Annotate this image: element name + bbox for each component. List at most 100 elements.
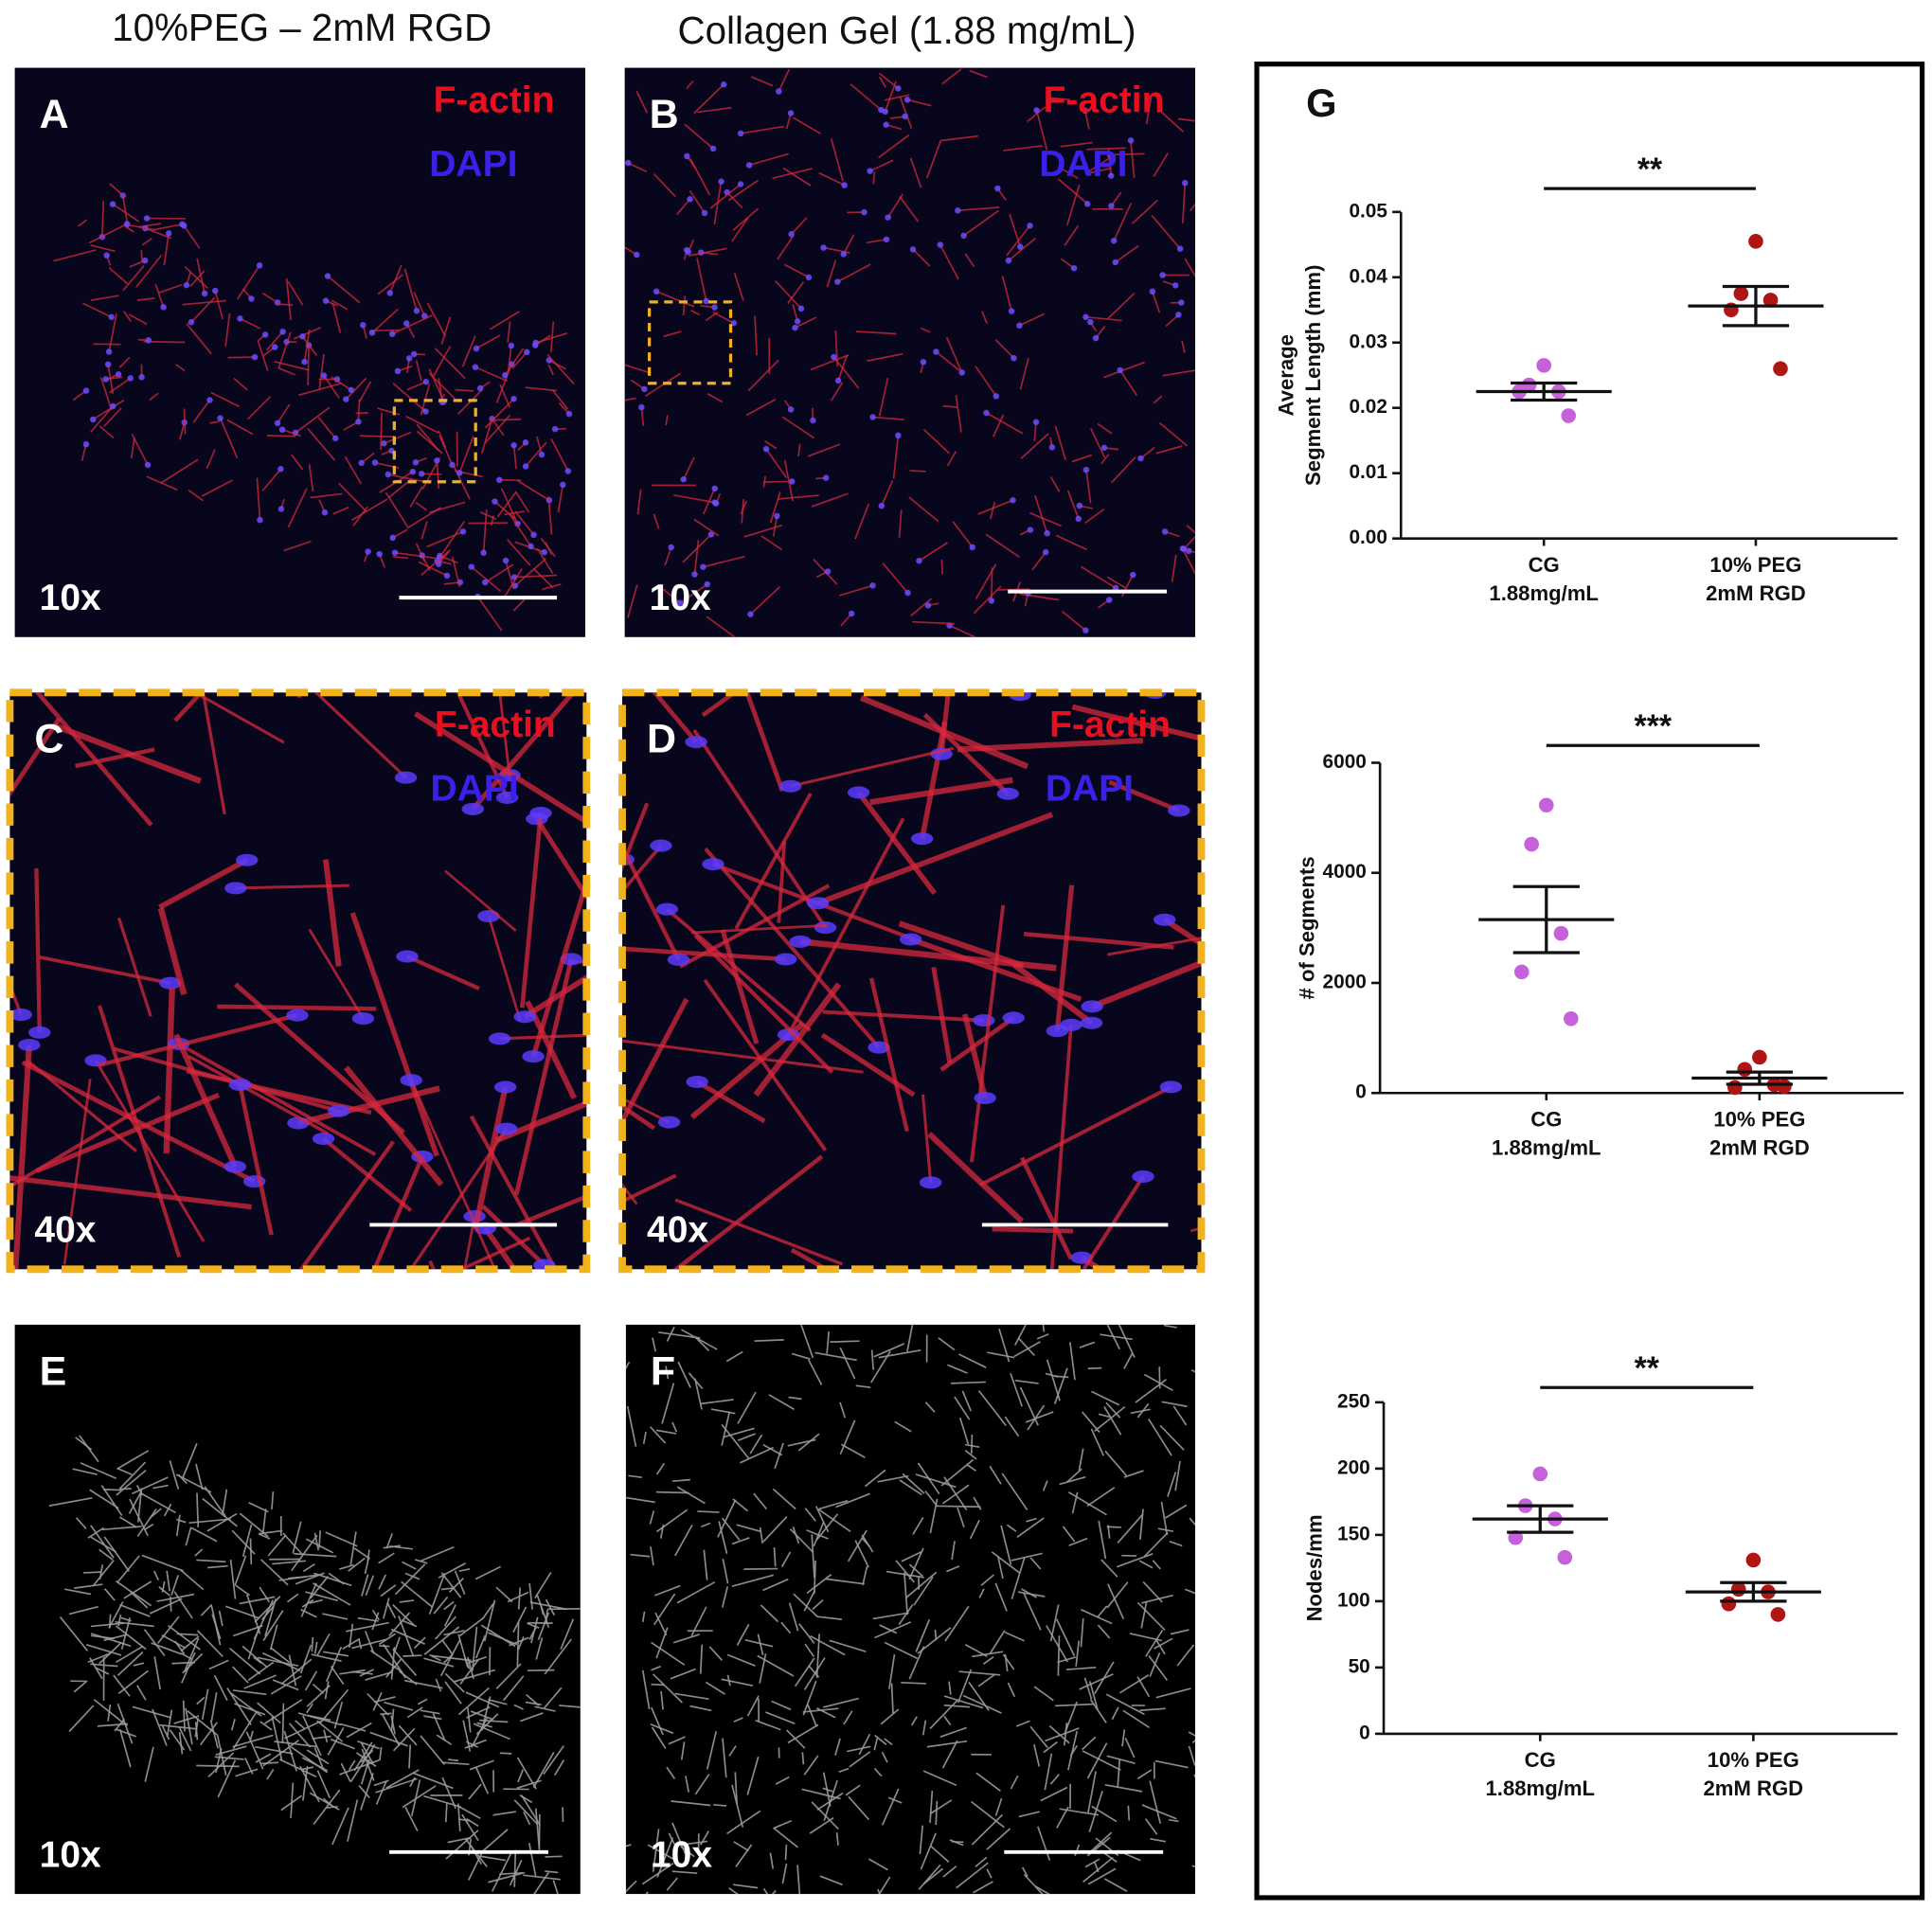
image-texture [973,1496,982,1510]
image-texture [1046,1625,1068,1663]
image-texture [98,425,115,439]
image-texture [796,1865,801,1895]
magnification: 40x [647,1210,708,1251]
image-texture [507,1591,529,1603]
image-texture [878,1876,891,1895]
image-texture [360,1741,374,1764]
image-texture [103,407,122,427]
image-texture [1104,1450,1128,1476]
image-texture [1117,1513,1144,1544]
image-texture [473,345,480,352]
image-texture [731,1574,774,1587]
image-texture [288,1723,312,1748]
image-texture [550,321,555,352]
image-texture [1164,1504,1188,1519]
image-texture [313,1532,320,1551]
image-texture [236,853,259,866]
image-texture [391,314,433,335]
image-texture [82,1571,101,1574]
image-texture [899,933,922,946]
image-texture [788,478,796,485]
image-texture [757,1654,795,1677]
image-texture [313,692,407,779]
data-point [1733,286,1749,301]
image-texture [443,1600,455,1611]
image-texture [1037,1826,1051,1861]
data-point [1777,1079,1792,1095]
image-texture [915,1473,957,1489]
image-texture [495,791,519,804]
image-texture [201,1688,209,1721]
image-texture [232,1689,267,1696]
image-texture [731,1784,744,1829]
image-texture [166,1570,171,1592]
image-texture [322,859,342,967]
image-texture [722,1738,727,1778]
image-texture [903,97,911,103]
image-texture [428,1573,446,1615]
image-texture [470,1710,494,1721]
image-texture [1100,1559,1118,1578]
image-texture [924,1401,936,1413]
image-texture [1007,1682,1016,1698]
image-texture [782,167,812,187]
image-texture [958,1670,1001,1676]
image-texture [474,1766,490,1794]
image-texture [773,1546,777,1567]
data-point [1762,293,1779,308]
image-texture [807,443,841,457]
image-texture [438,435,454,466]
image-texture [392,1727,416,1752]
image-texture [9,1175,252,1210]
image-texture [513,1704,524,1710]
image-texture [825,1578,865,1585]
image-texture [749,1434,763,1455]
image-texture [552,1880,559,1895]
image-texture [919,1825,924,1854]
image-texture [748,152,789,167]
inset-border [6,688,591,1274]
image-texture [216,1735,227,1776]
image-texture [777,841,787,923]
image-texture [278,426,286,433]
data-point [1561,408,1577,423]
image-texture [940,559,943,575]
image-texture [641,1669,651,1709]
image-texture [206,1512,238,1532]
image-texture [105,348,113,355]
image-texture [21,1060,256,1184]
image-texture [300,1608,317,1618]
image-texture [399,1599,415,1603]
image-texture [1035,1885,1050,1895]
image-texture [1175,312,1182,318]
image-texture [528,1843,537,1877]
image-texture [685,248,691,256]
image-texture [457,1687,490,1716]
image-texture [1056,1806,1069,1829]
image-texture [208,1659,229,1670]
image-texture [423,1657,455,1668]
image-texture [177,1473,188,1485]
image-texture [352,506,368,527]
image-texture [282,1532,304,1556]
image-texture [994,185,1001,192]
significance-label: *** [1635,708,1673,744]
image-texture [299,1765,320,1803]
image-texture [994,1797,1003,1816]
image-texture [415,502,428,511]
image-texture [196,1559,226,1563]
image-texture [941,1740,958,1769]
image-texture [140,250,144,262]
magnification: 10x [40,578,101,618]
image-texture [401,1619,418,1628]
image-texture [1049,476,1061,492]
data-point [1508,1529,1524,1545]
image-texture [302,1715,322,1757]
image-texture [622,1039,864,1074]
image-texture [813,1522,825,1547]
image-texture [762,1516,788,1543]
image-texture [1061,610,1086,632]
image-texture [412,459,420,466]
image-texture [1016,1517,1045,1538]
image-texture [942,1865,957,1878]
